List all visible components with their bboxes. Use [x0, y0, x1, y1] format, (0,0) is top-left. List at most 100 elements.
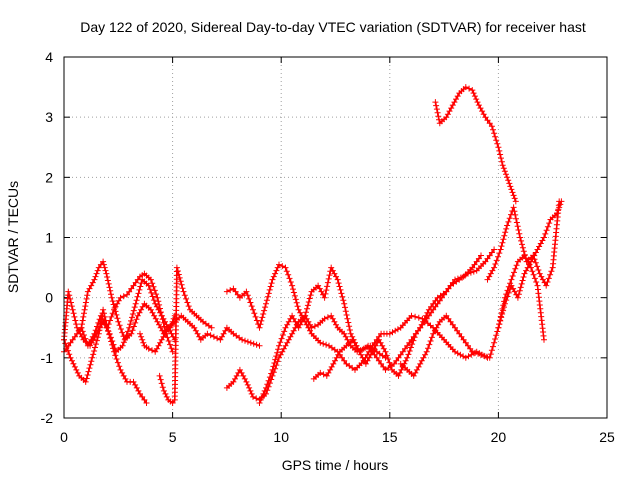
data-point	[248, 390, 255, 397]
data-point	[465, 353, 472, 360]
data-point	[204, 330, 211, 337]
data-point	[362, 360, 369, 367]
data-point	[411, 334, 418, 341]
data-point	[102, 267, 109, 274]
data-point	[268, 280, 275, 287]
data-point	[150, 297, 157, 304]
series-track-14	[495, 198, 565, 331]
data-point	[156, 372, 163, 379]
data-point	[498, 158, 505, 165]
data-point	[247, 299, 254, 306]
data-point	[153, 291, 160, 298]
data-point	[494, 140, 501, 147]
data-point	[93, 270, 100, 277]
data-point	[493, 332, 500, 339]
data-point	[149, 280, 156, 287]
data-point	[500, 165, 507, 172]
data-point	[70, 310, 77, 317]
data-point	[100, 306, 107, 313]
data-point	[499, 239, 506, 246]
data-point	[311, 323, 318, 330]
y-tick-label: -1	[41, 350, 54, 366]
data-point	[96, 324, 103, 331]
data-point	[317, 339, 324, 346]
data-point	[133, 297, 140, 304]
data-point	[520, 248, 527, 255]
data-point	[491, 339, 498, 346]
data-point	[469, 87, 476, 94]
data-point	[341, 300, 348, 307]
data-point	[513, 262, 520, 269]
data-point	[68, 299, 74, 306]
data-point	[543, 282, 550, 289]
data-point	[407, 344, 414, 351]
data-point	[137, 283, 144, 290]
data-point	[168, 345, 175, 352]
data-point	[512, 198, 519, 205]
data-point	[256, 400, 263, 406]
data-point	[546, 220, 553, 227]
data-point	[304, 302, 311, 309]
data-point	[67, 354, 74, 361]
data-point	[130, 323, 137, 330]
data-point	[91, 330, 98, 337]
data-point	[405, 351, 412, 358]
data-point	[303, 309, 309, 316]
data-point	[434, 109, 441, 116]
data-point	[82, 378, 89, 385]
data-point	[507, 286, 514, 293]
data-point	[325, 275, 332, 282]
data-point	[135, 290, 142, 297]
data-point	[417, 324, 424, 331]
data-point	[169, 400, 176, 406]
data-point	[423, 348, 430, 355]
data-point	[158, 380, 165, 387]
data-point	[94, 323, 100, 330]
data-point	[555, 207, 562, 214]
data-point	[258, 317, 265, 324]
data-point	[514, 294, 521, 301]
data-point	[261, 387, 268, 394]
data-point	[160, 387, 167, 394]
data-point	[320, 340, 327, 347]
data-point	[471, 93, 478, 100]
data-point	[137, 330, 143, 337]
data-point	[149, 293, 156, 300]
data-point	[307, 292, 314, 299]
data-point	[460, 353, 467, 360]
data-point	[113, 356, 120, 362]
data-point	[79, 328, 86, 335]
data-point	[500, 236, 507, 243]
data-point	[264, 293, 271, 300]
data-point	[214, 335, 221, 342]
data-point	[145, 282, 152, 289]
data-point	[175, 271, 182, 278]
data-point	[180, 288, 187, 295]
x-tick-label: 5	[169, 429, 177, 445]
data-point	[126, 288, 133, 295]
data-point	[337, 286, 344, 293]
data-point	[105, 321, 112, 328]
data-point	[318, 288, 325, 295]
data-point	[257, 321, 264, 328]
data-point	[120, 333, 127, 340]
data-point	[328, 312, 335, 319]
data-point	[334, 276, 341, 283]
data-point	[342, 308, 349, 315]
data-point	[462, 84, 469, 91]
data-point	[150, 283, 157, 290]
data-point	[402, 357, 409, 364]
data-point	[242, 337, 248, 344]
data-point	[223, 288, 230, 295]
data-point	[266, 374, 273, 381]
data-point	[486, 252, 493, 259]
data-point	[103, 270, 110, 277]
data-point	[79, 321, 85, 328]
data-point	[105, 280, 112, 287]
data-point	[174, 268, 181, 274]
data-point	[93, 337, 100, 344]
y-tick-label: 1	[45, 230, 53, 246]
data-point	[382, 348, 389, 355]
y-tick-label: 2	[45, 169, 53, 185]
data-point	[263, 384, 269, 391]
